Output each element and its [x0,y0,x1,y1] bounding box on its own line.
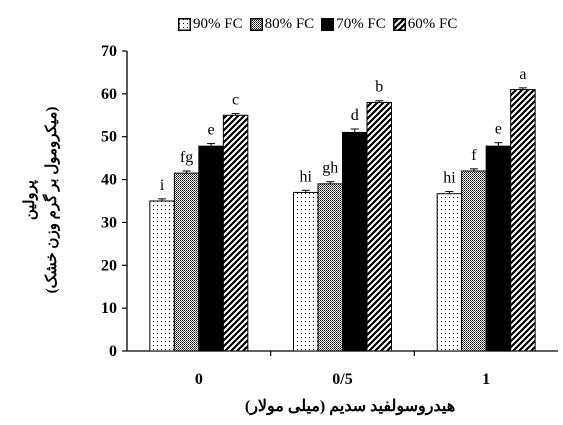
legend-swatch-dense-dots [249,17,263,31]
y-tick-label: 40 [101,172,117,189]
legend-label: 70% FC [336,15,386,32]
legend-item-90fc: 90% FC [178,16,243,33]
y-tick-label: 60 [101,86,117,103]
y-tick-label: 10 [101,300,117,317]
legend-label: 80% FC [264,15,315,32]
bar-diagonal [510,89,536,352]
significance-letter: a [519,66,526,83]
bar-dots [293,191,319,352]
x-axis-title: هیدروسولفید سدیم (میلی مولار) [244,398,456,415]
legend-swatch-dots [178,17,191,31]
y-tick-label: 20 [101,257,117,274]
y-tick-label: 50 [101,129,117,146]
y-tick-label: 0 [109,343,117,360]
bar-diagonal [366,101,392,352]
significance-letter: e [208,122,215,139]
x-tick-label: 1 [482,371,490,388]
bar-dense-dots [173,172,200,352]
legend-item-70fc: 70% FC [321,16,386,33]
significance-letter: f [471,147,477,164]
significance-letter: b [375,79,383,96]
bar-dense-dots [461,170,487,352]
bar-solid [198,145,224,352]
bar-solid [342,131,368,352]
significance-letter: c [232,92,239,109]
y-tick-label: 30 [101,214,117,231]
legend-swatch-solid [321,17,335,31]
bar-diagonal [222,114,249,352]
y-tick-label: 70 [101,43,117,60]
bar-solid [485,145,512,352]
x-tick-label: 0/5 [332,371,352,388]
legend-label: 60% FC [407,15,458,32]
legend-label: 90% FC [193,15,243,32]
significance-letter: hi [443,170,456,187]
legend: 90% FC 80% FC 70% FC 60% FC [178,13,457,35]
significance-letter: hi [300,168,313,185]
legend-swatch-diagonal [392,17,406,31]
bar-dots [436,193,463,352]
significance-letter: i [160,177,165,194]
y-axis-title-line-1: پرولین [22,179,38,221]
y-axis-title-line-2: (میکرومول بر گرم وزن خشک) [44,106,60,294]
significance-letter: gh [322,160,338,177]
legend-item-80fc: 80% FC [249,15,315,33]
bar-dots [149,200,175,352]
significance-letter: fg [180,149,193,166]
legend-item-60fc: 60% FC [392,15,458,33]
significance-letter: e [495,121,502,138]
x-tick-label: 0 [195,371,203,388]
significance-letter: d [351,107,359,124]
bar-dense-dots [317,183,343,352]
y-axis-title: پرولین (میکرومول بر گرم وزن خشک) [19,80,63,320]
